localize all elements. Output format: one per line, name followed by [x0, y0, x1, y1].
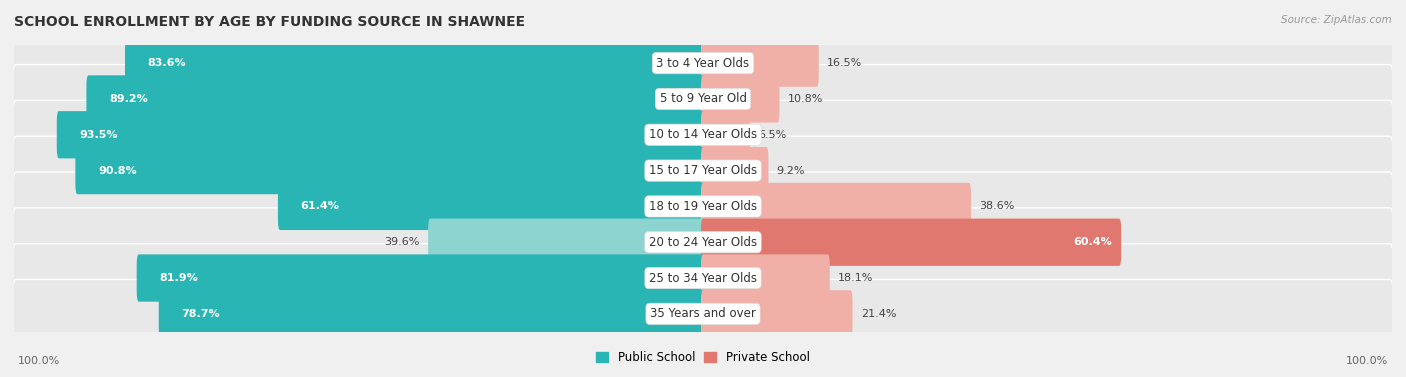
FancyBboxPatch shape	[13, 29, 1393, 98]
FancyBboxPatch shape	[702, 40, 818, 87]
Text: 21.4%: 21.4%	[860, 309, 896, 319]
FancyBboxPatch shape	[702, 111, 749, 158]
Text: 10 to 14 Year Olds: 10 to 14 Year Olds	[650, 128, 756, 141]
FancyBboxPatch shape	[427, 219, 704, 266]
FancyBboxPatch shape	[86, 75, 704, 123]
Text: 93.5%: 93.5%	[80, 130, 118, 140]
FancyBboxPatch shape	[136, 254, 704, 302]
Text: 100.0%: 100.0%	[1346, 356, 1388, 366]
Text: 78.7%: 78.7%	[181, 309, 221, 319]
FancyBboxPatch shape	[702, 75, 779, 123]
FancyBboxPatch shape	[13, 100, 1393, 169]
Text: 15 to 17 Year Olds: 15 to 17 Year Olds	[650, 164, 756, 177]
Text: 18 to 19 Year Olds: 18 to 19 Year Olds	[650, 200, 756, 213]
Text: 61.4%: 61.4%	[301, 201, 339, 211]
FancyBboxPatch shape	[702, 219, 1121, 266]
Text: 35 Years and over: 35 Years and over	[650, 307, 756, 320]
Text: 6.5%: 6.5%	[758, 130, 786, 140]
FancyBboxPatch shape	[13, 244, 1393, 313]
Text: 18.1%: 18.1%	[838, 273, 873, 283]
FancyBboxPatch shape	[76, 147, 704, 194]
Text: 16.5%: 16.5%	[827, 58, 862, 68]
Text: 9.2%: 9.2%	[776, 166, 806, 176]
Text: Source: ZipAtlas.com: Source: ZipAtlas.com	[1281, 15, 1392, 25]
Text: 20 to 24 Year Olds: 20 to 24 Year Olds	[650, 236, 756, 249]
FancyBboxPatch shape	[13, 279, 1393, 348]
FancyBboxPatch shape	[702, 290, 852, 337]
Text: 83.6%: 83.6%	[148, 58, 187, 68]
FancyBboxPatch shape	[56, 111, 704, 158]
Text: 38.6%: 38.6%	[979, 201, 1015, 211]
Text: 5 to 9 Year Old: 5 to 9 Year Old	[659, 92, 747, 106]
Text: 60.4%: 60.4%	[1073, 237, 1112, 247]
Text: 89.2%: 89.2%	[110, 94, 148, 104]
FancyBboxPatch shape	[13, 64, 1393, 133]
FancyBboxPatch shape	[13, 172, 1393, 241]
FancyBboxPatch shape	[159, 290, 704, 337]
FancyBboxPatch shape	[125, 40, 704, 87]
FancyBboxPatch shape	[702, 254, 830, 302]
FancyBboxPatch shape	[278, 183, 704, 230]
Text: 3 to 4 Year Olds: 3 to 4 Year Olds	[657, 57, 749, 70]
Text: SCHOOL ENROLLMENT BY AGE BY FUNDING SOURCE IN SHAWNEE: SCHOOL ENROLLMENT BY AGE BY FUNDING SOUR…	[14, 15, 526, 29]
FancyBboxPatch shape	[13, 208, 1393, 277]
Text: 90.8%: 90.8%	[98, 166, 136, 176]
Legend: Public School, Private School: Public School, Private School	[592, 346, 814, 369]
Text: 81.9%: 81.9%	[159, 273, 198, 283]
FancyBboxPatch shape	[13, 136, 1393, 205]
Text: 25 to 34 Year Olds: 25 to 34 Year Olds	[650, 271, 756, 285]
Text: 39.6%: 39.6%	[384, 237, 420, 247]
Text: 10.8%: 10.8%	[787, 94, 823, 104]
Text: 100.0%: 100.0%	[18, 356, 60, 366]
FancyBboxPatch shape	[702, 147, 769, 194]
FancyBboxPatch shape	[702, 183, 972, 230]
